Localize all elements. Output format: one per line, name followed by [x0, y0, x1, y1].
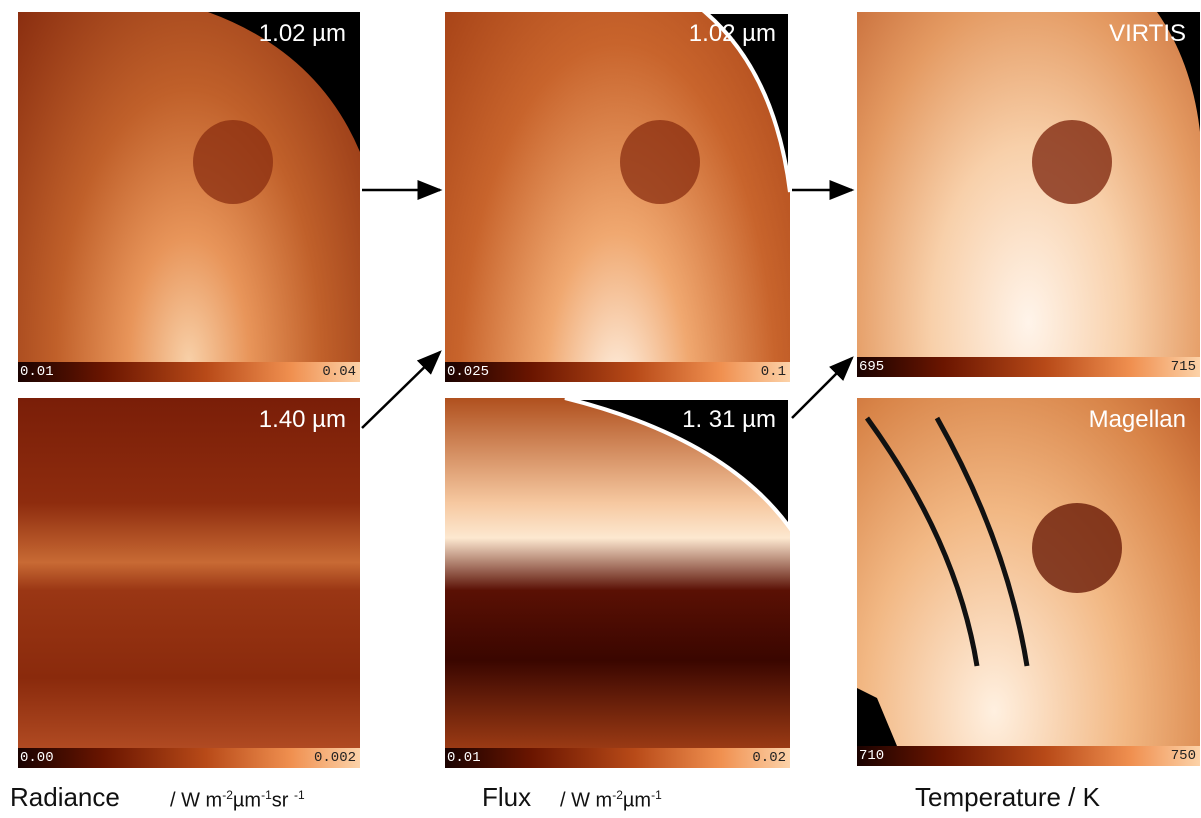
panel: Magellan 710 750: [857, 398, 1200, 766]
colorbar-max: 0.04: [322, 364, 356, 380]
unit-text: µm: [232, 789, 262, 812]
unit-text: sr: [271, 789, 294, 812]
panel-image: [857, 398, 1200, 746]
caption: Temperature / K: [915, 782, 1100, 812]
feature: [1032, 120, 1112, 204]
colorbar-min: 0.01: [20, 364, 54, 380]
panel-label: 1.02 µm: [688, 20, 776, 47]
colorbar-max: 0.02: [752, 750, 786, 766]
colorbar-min: 695: [859, 359, 885, 375]
space: [857, 398, 1200, 746]
colorbar: 0.01 0.02: [445, 748, 790, 768]
panel: VIRTIS 695 715: [857, 12, 1200, 377]
colorbar-min: 0.00: [20, 750, 54, 766]
space: [1157, 12, 1200, 132]
unit-text: m: [205, 789, 223, 812]
limb-overlay: [857, 398, 1200, 746]
unit-exponent: -2: [222, 788, 233, 802]
unit-text: / W m: [560, 789, 613, 812]
space: [701, 12, 790, 193]
caption: Radiance: [10, 782, 120, 812]
colorbar-max: 0.1: [760, 364, 786, 380]
panel: 1.40 µm 0.00 0.002: [18, 398, 360, 768]
colorbar: 0.01 0.04: [18, 362, 360, 382]
space: [564, 398, 790, 532]
limb-overlay: [564, 398, 790, 532]
panel: 1.02 µm 0.01 0.04: [18, 12, 360, 382]
feature: [620, 120, 700, 204]
unit-text: µm: [622, 789, 652, 812]
colorbar: 695 715: [857, 357, 1200, 377]
limb-overlay: [620, 12, 790, 204]
panel-label: VIRTIS: [1109, 20, 1186, 47]
colorbar: 0.00 0.002: [18, 748, 360, 768]
data-gap: [934, 416, 1030, 667]
data-gap: [864, 416, 980, 667]
arrow: [791, 356, 854, 419]
feature: [1032, 503, 1122, 593]
panel: 1.02 µm 0.025 0.1: [445, 12, 790, 382]
panel-image: [18, 398, 360, 748]
space: [208, 12, 360, 152]
panel-image: [445, 12, 790, 362]
arrow: [361, 350, 442, 429]
unit-exponent: -1: [651, 788, 662, 802]
panel-label: 1.40 µm: [258, 406, 346, 433]
panel-image: [857, 12, 1200, 357]
panel-label: 1. 31 µm: [682, 406, 776, 433]
limb-overlay: [18, 398, 360, 748]
unit-exponent: -1: [293, 788, 305, 802]
panel-label: Magellan: [1088, 406, 1186, 433]
colorbar-max: 0.002: [313, 750, 356, 766]
colorbar-min: 710: [859, 748, 885, 764]
panel-image: [18, 12, 360, 362]
unit-text: / W: [170, 789, 206, 812]
limb-overlay: [193, 12, 360, 204]
feature: [193, 120, 273, 204]
caption: Flux: [482, 782, 532, 812]
colorbar-min: 0.025: [447, 364, 490, 380]
colorbar-min: 0.01: [447, 750, 481, 766]
caption-unit: / W m-2µm-1: [560, 788, 662, 813]
limb-overlay: [1032, 12, 1200, 204]
unit-exponent: -1: [261, 788, 272, 802]
panel-label: 1.02 µm: [258, 20, 346, 47]
colorbar: 710 750: [857, 746, 1200, 766]
colorbar-max: 750: [1170, 748, 1196, 764]
caption-unit: / W m-2µm-1sr -1: [170, 788, 305, 813]
panel: 1. 31 µm 0.01 0.02: [445, 398, 790, 768]
colorbar-max: 715: [1170, 359, 1196, 375]
colorbar: 0.025 0.1: [445, 362, 790, 382]
unit-exponent: -2: [612, 788, 623, 802]
